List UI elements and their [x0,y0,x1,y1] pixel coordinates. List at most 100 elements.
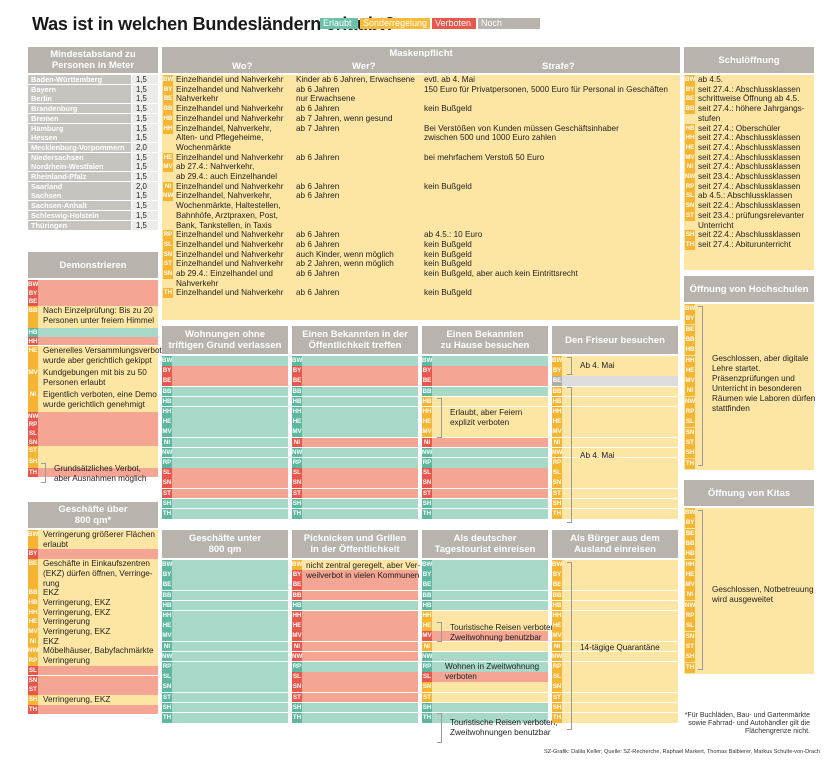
mask-who: auch Kinder, wenn möglich [296,249,394,259]
mask-penalty: kein Bußgeld [424,249,472,259]
state-abbr: HH [422,611,432,621]
state-abbr: HH [685,133,695,144]
bekannt2-row [422,427,548,437]
bekannt1-row [292,458,418,468]
state-abbr: SH [162,498,172,509]
state-abbr: HH [552,611,562,621]
ausland-row [552,570,678,580]
gesch-unter-row [162,611,288,621]
ausland-row [552,692,678,703]
school-text: seit 27.4.: Abschlussklassen [698,181,801,191]
state-abbr: BB [685,104,695,115]
hochschule-text: Unterricht in besonderen [712,384,802,393]
state-abbr: BB [422,386,432,397]
subheader-label: Wer? [352,61,376,72]
mask-who: ab 2 Jahren, wenn möglich [296,259,394,269]
bekannt1-row [292,468,418,478]
state-abbr: NW [422,447,433,458]
school-text: seit 27.4.: Abschlussklassen [698,162,801,172]
bekannt1-row [292,417,418,427]
state-abbr: SL [28,665,38,676]
mask-penalty: kein Bußgeld [424,104,472,114]
mask-penalty: bei mehrfachem Verstoß 50 Euro [424,152,545,162]
bekannt2-header-line: Einen Bekannten [446,329,524,340]
brace [698,510,703,670]
picknick-row [292,621,418,631]
state-name: Saarland [28,181,131,191]
state-abbr: NW [552,447,563,458]
bekannt2-row [422,437,548,448]
store-row [28,704,158,715]
school-text: seit 27.4.: Abschlussklassen [698,84,801,94]
demo-row [28,345,158,368]
state-abbr: RP [292,458,302,468]
tages-row [422,702,548,713]
demo-row [28,288,158,298]
mask-who: ab 6 Jahren [296,84,340,94]
school-text: seit 23.4.: Abschlussklassen [698,172,801,181]
mask-where: Einzelhandel und Nahverkehr [176,239,284,249]
state-name: Sachsen [28,191,131,201]
gesch-unter-row [162,713,288,723]
store-row [28,627,158,637]
bekannt1-row [292,488,418,499]
state-abbr: HH [422,407,432,417]
gesch-unter-header-line: 800 qm [208,544,242,555]
demo-row [28,367,158,390]
store-row [28,694,158,705]
state-abbr: SN [685,427,695,438]
state-abbr: RP [163,230,173,241]
mask-who: ab 6 Jahren [296,269,340,278]
state-abbr: TH [162,713,172,723]
ausland-header-line: Ausland einreisen [574,544,656,555]
tages-row [422,590,548,601]
gesch800-header: Geschäfte über 800 qm* [28,502,158,528]
state-abbr: HB [28,328,38,337]
mask-who: ab 6 Jahren [296,288,340,298]
mask-who: ab 7 Jahren [296,123,340,133]
picknick-row [292,631,418,641]
mask-penalty: kein Bußgeld [424,181,472,191]
mask-penalty: kein Bußgeld [424,288,472,298]
masken-body [162,75,680,320]
bekannt2-row [422,447,548,458]
state-abbr: SN [685,631,695,642]
state-abbr: HH [28,336,38,346]
mask-where: Einzelhandel und Nahverkehr [176,84,284,94]
footnote: *Für Buchläden, Bau- und Gartenmärkte so… [660,712,810,736]
gesch-unter-row [162,692,288,703]
state-abbr: SL [422,468,432,478]
brace [567,562,572,730]
state-abbr: SN [163,249,173,260]
state-abbr: NI [162,641,172,652]
gesch-unter-row [162,560,288,570]
store-row [28,656,158,666]
gesch-unter-row [162,651,288,662]
demo-row [28,457,158,469]
state-abbr: SN [28,675,38,686]
distance-value: 1,5 [132,104,158,114]
friseur-header: Den Friseur besuchen [552,326,678,354]
ausland-row [552,662,678,672]
state-abbr: NW [163,191,174,202]
school-text: seit 27.4.: Abiturunterricht [698,239,791,249]
distance-value: 1,5 [132,220,158,230]
store-row [28,607,158,618]
state-abbr: HE [685,365,695,376]
distance-value: 2,0 [132,181,158,191]
tourist-note: Wohnen in Zweitwohnung [445,662,540,671]
store-row [28,530,158,550]
hochschule-text: Präsenzprüfungen und [712,374,795,383]
school-text: seit 22.4.: Abschlussklassen [698,201,801,211]
state-abbr: NI [422,437,432,448]
mask-who: ab 6 Jahren [296,230,340,240]
hoch-header-line: Öffnung von Hochschulen [689,283,809,295]
state-abbr: NW [685,396,696,407]
state-abbr: BE [162,580,172,590]
state-abbr: SH [28,457,38,469]
state-abbr: SH [422,702,432,713]
bekannt1-row [292,509,418,519]
state-abbr: HE [552,621,562,631]
state-abbr: BY [162,366,172,376]
wohn-row [162,447,288,458]
